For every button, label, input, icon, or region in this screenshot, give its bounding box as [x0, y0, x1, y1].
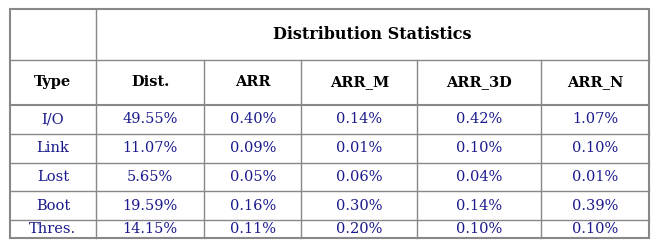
Text: Type: Type: [34, 75, 71, 89]
Text: 0.14%: 0.14%: [456, 199, 502, 213]
Text: Link: Link: [36, 141, 69, 155]
Text: ARR_N: ARR_N: [567, 75, 623, 89]
Text: 0.06%: 0.06%: [336, 170, 383, 184]
Text: Lost: Lost: [37, 170, 69, 184]
Text: 0.05%: 0.05%: [230, 170, 276, 184]
Text: ARR_3D: ARR_3D: [446, 75, 512, 89]
Text: 0.39%: 0.39%: [572, 199, 618, 213]
Text: 0.01%: 0.01%: [336, 141, 382, 155]
Text: ARR: ARR: [235, 75, 271, 89]
Text: 0.09%: 0.09%: [230, 141, 276, 155]
Text: 0.10%: 0.10%: [456, 141, 502, 155]
Text: Thres.: Thres.: [29, 222, 76, 236]
Text: 0.10%: 0.10%: [456, 222, 502, 236]
Text: I/O: I/O: [42, 112, 64, 126]
Text: Dist.: Dist.: [131, 75, 169, 89]
Text: 0.01%: 0.01%: [572, 170, 618, 184]
Text: 1.07%: 1.07%: [572, 112, 618, 126]
Text: 0.16%: 0.16%: [230, 199, 276, 213]
Text: 11.07%: 11.07%: [123, 141, 178, 155]
Text: 0.04%: 0.04%: [456, 170, 502, 184]
Text: 0.40%: 0.40%: [230, 112, 276, 126]
Text: 0.10%: 0.10%: [572, 141, 618, 155]
Text: 49.55%: 49.55%: [123, 112, 178, 126]
Text: 0.42%: 0.42%: [456, 112, 502, 126]
Text: Boot: Boot: [36, 199, 70, 213]
Text: 14.15%: 14.15%: [123, 222, 178, 236]
Text: 0.30%: 0.30%: [336, 199, 383, 213]
Text: Distribution Statistics: Distribution Statistics: [273, 26, 472, 43]
Text: ARR_M: ARR_M: [330, 75, 389, 89]
Text: 5.65%: 5.65%: [127, 170, 173, 184]
Text: 0.10%: 0.10%: [572, 222, 618, 236]
Text: 0.20%: 0.20%: [336, 222, 383, 236]
Text: 0.11%: 0.11%: [230, 222, 276, 236]
Text: 0.14%: 0.14%: [336, 112, 382, 126]
Text: 19.59%: 19.59%: [123, 199, 178, 213]
